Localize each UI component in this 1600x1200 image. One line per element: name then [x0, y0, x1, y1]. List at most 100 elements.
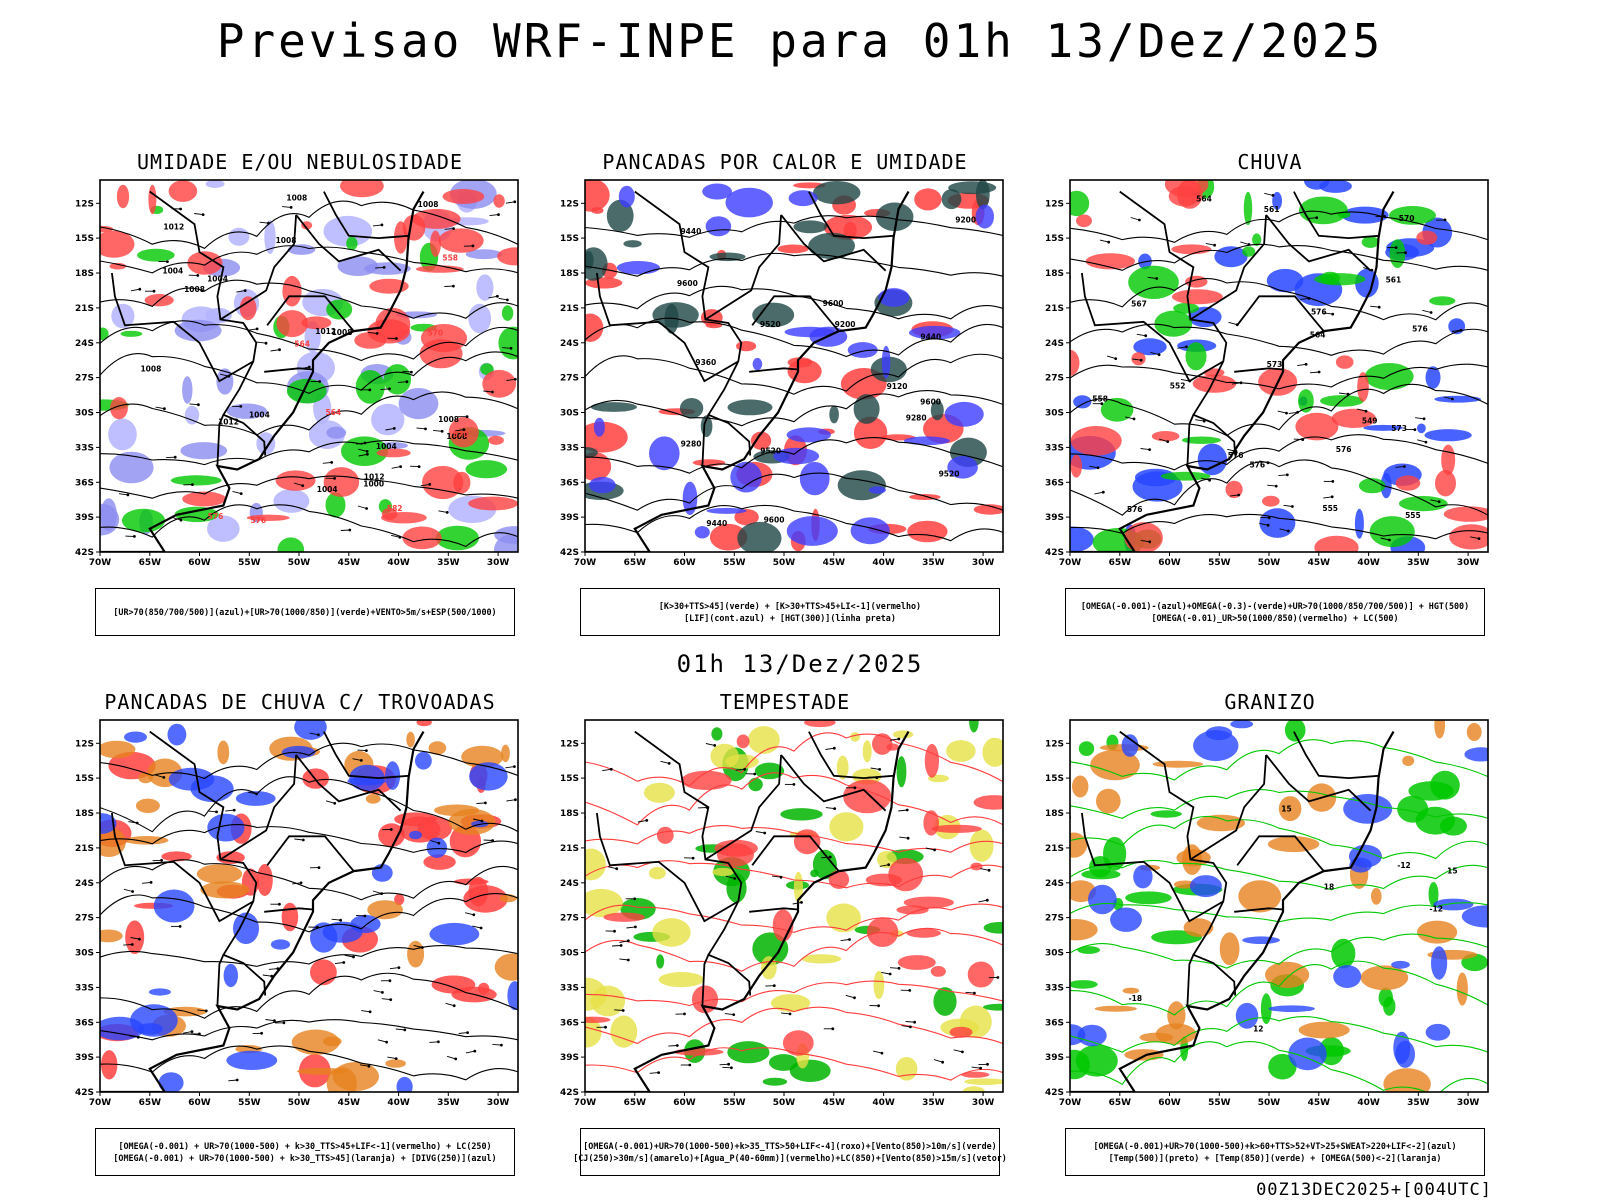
wind-arrow-head — [634, 925, 637, 929]
lat-tick-label: 33S — [1045, 983, 1064, 993]
wind-arrow-head — [424, 427, 427, 431]
wind-arrow — [391, 534, 400, 538]
wind-arrow — [1177, 346, 1187, 349]
contour-label: 564 — [1196, 195, 1212, 204]
field-patch — [736, 341, 757, 352]
lat-tick-label: 36S — [560, 478, 579, 488]
wind-arrow — [1323, 496, 1333, 499]
wind-arrow — [735, 768, 745, 771]
wind-arrow — [340, 529, 350, 531]
field-patch — [161, 851, 192, 862]
contour-line — [1070, 513, 1488, 540]
wind-arrow-head — [1148, 448, 1151, 451]
wind-arrow-head — [239, 405, 243, 408]
wind-arrow-head — [491, 839, 494, 842]
wind-arrow-head — [732, 1013, 736, 1016]
field-patch — [1304, 180, 1330, 190]
field-patch — [1185, 342, 1207, 371]
contour-label: 564 — [325, 408, 341, 417]
field-patch — [1081, 869, 1121, 880]
wind-arrow — [416, 427, 426, 430]
wind-arrow-head — [333, 801, 337, 805]
lon-tick-label: 55W — [1208, 1098, 1231, 1108]
wind-arrow-head — [380, 892, 383, 895]
field-layer: -12 -18 15 18 15 12 -12 — [1070, 720, 1488, 1092]
lat-tick-label: 39S — [560, 513, 579, 523]
field-patch — [969, 720, 979, 733]
wind-arrow — [118, 493, 128, 496]
legend-line: [OMEGA(-0.001)+UR>70(1000-500)+k>35_TTS>… — [583, 1141, 997, 1151]
wind-arrow — [705, 743, 715, 746]
field-patch — [962, 1086, 985, 1092]
field-patch — [1070, 832, 1088, 858]
field-patch — [1402, 755, 1415, 766]
wind-arrow — [1339, 392, 1349, 395]
wind-arrow-head — [471, 244, 475, 248]
wind-arrow-head — [342, 961, 346, 964]
contour-label: 1012 — [218, 417, 239, 426]
lat-tick-label: 36S — [560, 1018, 579, 1028]
wind-arrow — [1147, 276, 1157, 279]
lat-tick-label: 12S — [1045, 739, 1064, 749]
country-border — [1189, 214, 1267, 321]
country-border — [219, 754, 297, 861]
wind-arrow-head — [1331, 312, 1335, 316]
wind-arrow-head — [1144, 334, 1148, 338]
field-patch — [1077, 946, 1101, 954]
contour-label: 1004 — [249, 410, 270, 419]
wind-arrow-head — [772, 984, 776, 988]
wind-arrow — [473, 818, 482, 822]
contour-line — [100, 391, 518, 436]
field-patch — [1299, 196, 1348, 225]
lat-tick-label: 30S — [75, 409, 94, 419]
field-patch — [223, 963, 238, 988]
field-patch — [1103, 836, 1127, 871]
field-patch — [1433, 898, 1474, 911]
lat-tick-label: 21S — [1045, 304, 1064, 314]
wind-arrow — [483, 839, 493, 841]
wind-arrow — [1140, 448, 1150, 451]
wind-arrow — [445, 1002, 455, 1007]
wind-arrow — [420, 483, 430, 487]
field-patch — [385, 1059, 406, 1068]
panel-title-tempestade: TEMPESTADE — [719, 690, 851, 714]
field-patch — [865, 873, 903, 887]
wind-arrow — [395, 1028, 405, 1031]
wind-arrow-head — [152, 289, 156, 293]
lon-tick-label: 35W — [922, 1098, 945, 1108]
wind-arrow-head — [166, 260, 169, 263]
wind-arrow-head — [1377, 305, 1381, 309]
field-patch — [606, 199, 634, 232]
wind-arrow-head — [853, 996, 856, 1000]
field-patch — [180, 442, 228, 460]
country-border — [596, 812, 739, 923]
contour-line — [1070, 323, 1488, 356]
wind-arrow — [282, 206, 292, 208]
field-patch — [1268, 1005, 1315, 1012]
wind-arrow-head — [133, 535, 136, 538]
country-border — [704, 754, 782, 861]
lon-tick-label: 40W — [872, 558, 895, 568]
lon-tick-label: 65W — [1109, 1098, 1132, 1108]
contour-line — [100, 823, 518, 854]
panel-title-chuva: CHUVA — [1237, 150, 1303, 174]
contour-label: 576 — [208, 512, 224, 521]
wind-arrow-head — [1403, 465, 1406, 468]
contour-line — [1070, 210, 1488, 243]
wind-arrow — [953, 1049, 963, 1053]
wind-arrow — [402, 370, 412, 373]
contour-line — [1070, 434, 1488, 471]
contour-label: 576 — [1249, 460, 1265, 469]
field-patch — [276, 310, 308, 338]
field-patch — [679, 398, 704, 419]
lon-tick-label: 30W — [487, 1098, 510, 1108]
wind-arrow — [626, 926, 636, 929]
field-patch — [465, 249, 503, 260]
field-patch — [1219, 932, 1240, 966]
contour-label: 9120 — [887, 382, 908, 391]
field-patch — [1417, 920, 1458, 944]
field-patch — [402, 526, 442, 550]
wind-arrow-head — [609, 767, 613, 771]
wind-arrow-head — [496, 294, 499, 298]
